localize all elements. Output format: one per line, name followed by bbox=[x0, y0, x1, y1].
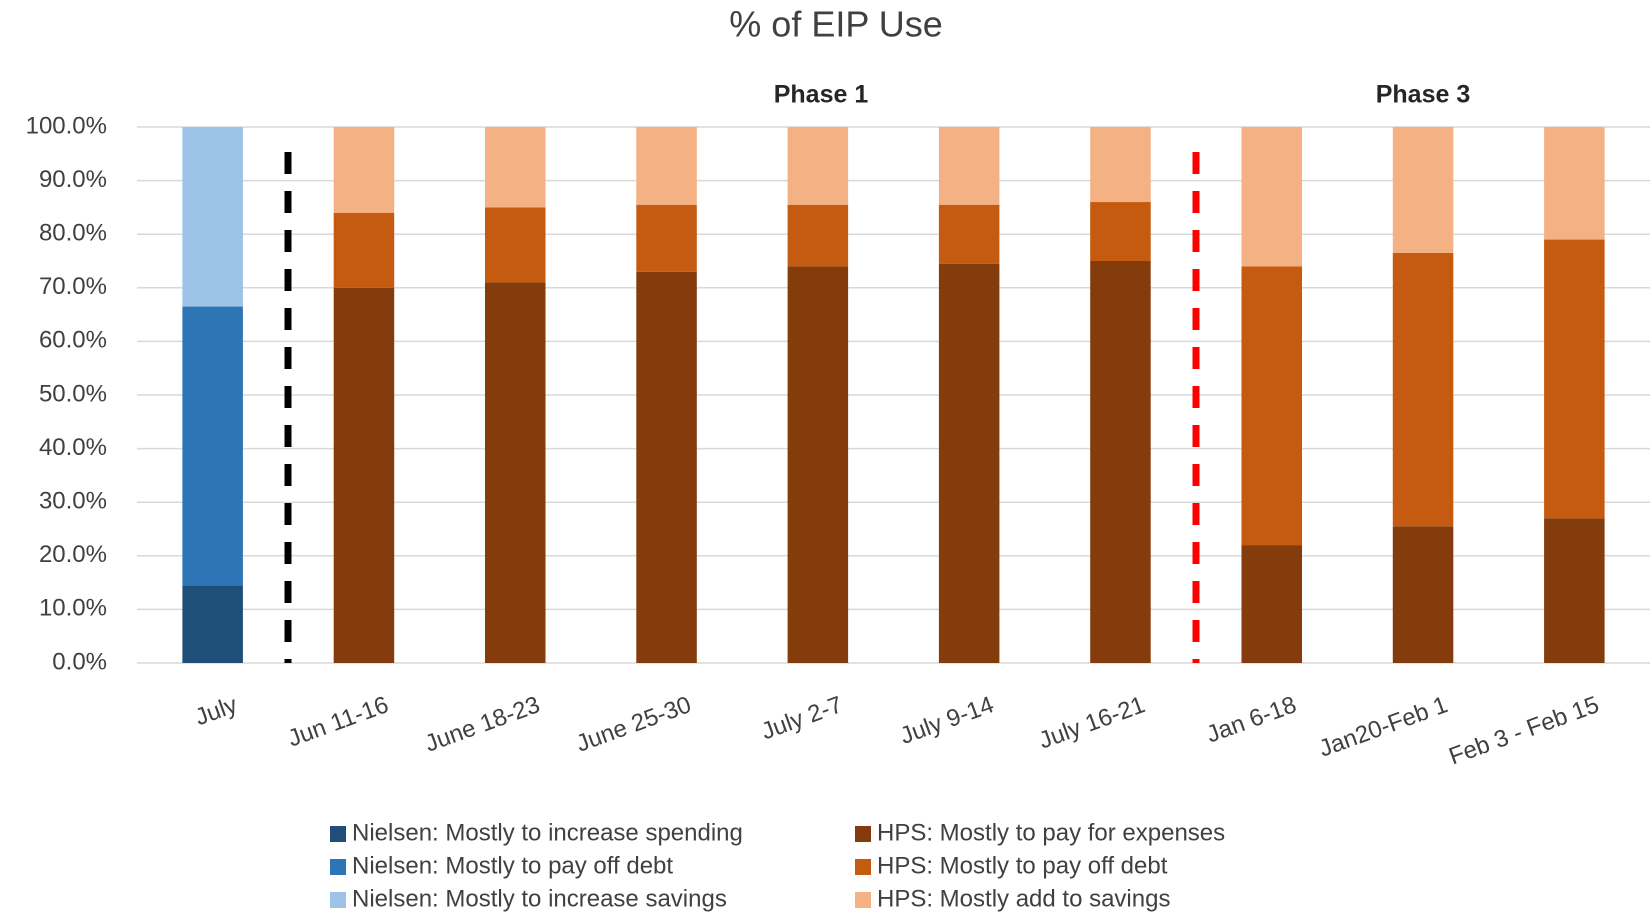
legend-swatch bbox=[330, 859, 346, 875]
bar-segment bbox=[1090, 127, 1151, 203]
bar-segment bbox=[333, 287, 395, 663]
legend-label: Nielsen: Mostly to pay off debt bbox=[352, 852, 673, 879]
bar-segment bbox=[1090, 202, 1151, 261]
legend-label: Nielsen: Mostly to increase savings bbox=[352, 885, 727, 912]
bar-segment bbox=[484, 282, 546, 663]
bar-segment bbox=[1241, 266, 1303, 546]
bar-segment bbox=[938, 263, 1000, 663]
bar-segment bbox=[938, 127, 1000, 205]
x-tick-label: Feb 3 - Feb 15 bbox=[1445, 691, 1602, 770]
y-tick-label: 50.0% bbox=[39, 380, 107, 407]
legend-swatch bbox=[855, 892, 871, 908]
y-tick-label: 10.0% bbox=[39, 595, 107, 622]
x-tick-label: June 18-23 bbox=[421, 691, 543, 757]
bar-segment bbox=[1090, 261, 1151, 663]
bar-segment bbox=[182, 306, 243, 586]
bar-segment bbox=[1241, 127, 1303, 267]
bar-segment bbox=[1544, 127, 1605, 240]
legend-swatch bbox=[855, 826, 871, 842]
bar-segment bbox=[1392, 252, 1454, 527]
x-tick-label: Jun 11-16 bbox=[284, 691, 392, 752]
chart-title: % of EIP Use bbox=[729, 4, 942, 45]
legend-swatch bbox=[330, 892, 346, 908]
x-tick-label: Jan 6-18 bbox=[1203, 691, 1300, 748]
y-tick-label: 90.0% bbox=[39, 166, 107, 193]
bar-segment bbox=[484, 127, 546, 208]
bar-segment bbox=[787, 266, 849, 663]
y-tick-label: 30.0% bbox=[39, 488, 107, 515]
annotation: Phase 1 bbox=[774, 81, 869, 109]
y-tick-label: 0.0% bbox=[52, 648, 107, 675]
bar-segment bbox=[636, 204, 697, 272]
legend-label: Nielsen: Mostly to increase spending bbox=[352, 819, 743, 846]
bar-segment bbox=[1241, 545, 1303, 663]
x-tick-label: July 9-14 bbox=[897, 691, 998, 750]
bar-segment bbox=[636, 271, 697, 663]
y-tick-label: 70.0% bbox=[39, 273, 107, 300]
bar-segment bbox=[182, 585, 243, 663]
x-tick-label: July 16-21 bbox=[1035, 691, 1148, 754]
y-tick-label: 40.0% bbox=[39, 434, 107, 461]
legend-swatch bbox=[855, 859, 871, 875]
bar-segment bbox=[787, 204, 849, 267]
legend-label: HPS: Mostly to pay for expenses bbox=[877, 819, 1225, 846]
bar-segment bbox=[1392, 526, 1454, 663]
legend-label: HPS: Mostly add to savings bbox=[877, 885, 1170, 912]
y-tick-label: 20.0% bbox=[39, 541, 107, 568]
y-tick-label: 100.0% bbox=[26, 112, 107, 139]
x-tick-label: July bbox=[192, 691, 241, 731]
bar-segment bbox=[484, 207, 546, 283]
y-tick-label: 60.0% bbox=[39, 327, 107, 354]
bar-segment bbox=[182, 127, 243, 307]
x-tick-label: Jan20-Feb 1 bbox=[1315, 691, 1451, 762]
y-tick-label: 80.0% bbox=[39, 220, 107, 247]
bar-segment bbox=[938, 204, 1000, 264]
legend-label: HPS: Mostly to pay off debt bbox=[877, 852, 1168, 879]
bar-segment bbox=[787, 127, 849, 205]
bar-segment bbox=[333, 212, 395, 288]
bar-segment bbox=[1544, 239, 1605, 519]
bar-segment bbox=[1544, 518, 1605, 663]
bar-segment bbox=[333, 127, 395, 213]
annotation: Phase 3 bbox=[1376, 81, 1471, 109]
bar-segment bbox=[1392, 127, 1454, 253]
x-tick-label: July 2-7 bbox=[758, 691, 846, 745]
bar-segment bbox=[636, 127, 697, 205]
x-tick-label: June 25-30 bbox=[573, 691, 695, 757]
legend-swatch bbox=[330, 826, 346, 842]
